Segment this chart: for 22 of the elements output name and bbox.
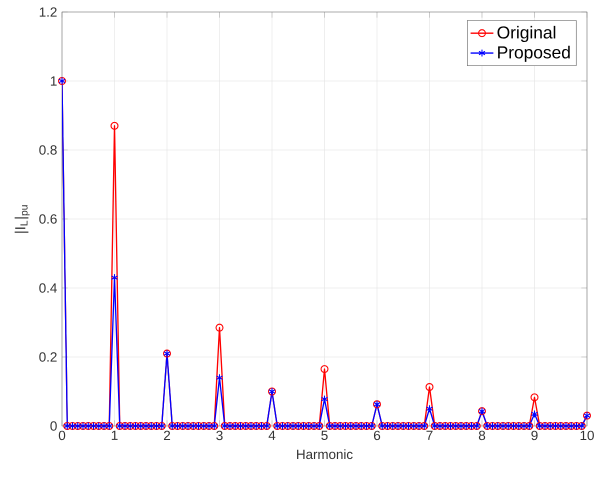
x-tick-label: 10 (580, 430, 594, 440)
x-tick-label: 5 (321, 430, 328, 440)
x-axis-title: Harmonic (297, 449, 353, 460)
y-tick-label: 0.2 (39, 352, 57, 362)
x-tick-label: 6 (374, 430, 380, 440)
y-tick-label: 0.6 (39, 214, 57, 224)
x-tick-label: 0 (58, 430, 66, 440)
x-tick-label: 8 (478, 430, 486, 440)
x-tick-label: 7 (426, 430, 433, 440)
legend-label: Proposed (498, 46, 570, 62)
y-tick-label: 0 (50, 421, 57, 431)
y-tick-label: 0.4 (39, 283, 57, 293)
y-tick-label: 0.8 (39, 145, 57, 155)
y-tick-label: 1.2 (40, 7, 57, 17)
y-tick-label: 1 (50, 76, 57, 86)
x-tick-label: 3 (216, 430, 223, 440)
x-tick-label: 2 (164, 430, 170, 440)
x-tick-label: 4 (268, 430, 276, 440)
x-tick-label: 1 (112, 430, 118, 440)
x-tick-label: 9 (531, 430, 538, 440)
legend-label: Original (498, 26, 556, 42)
y-axis-title: |I$_{L}$|$_{pu}$ (14, 205, 30, 233)
